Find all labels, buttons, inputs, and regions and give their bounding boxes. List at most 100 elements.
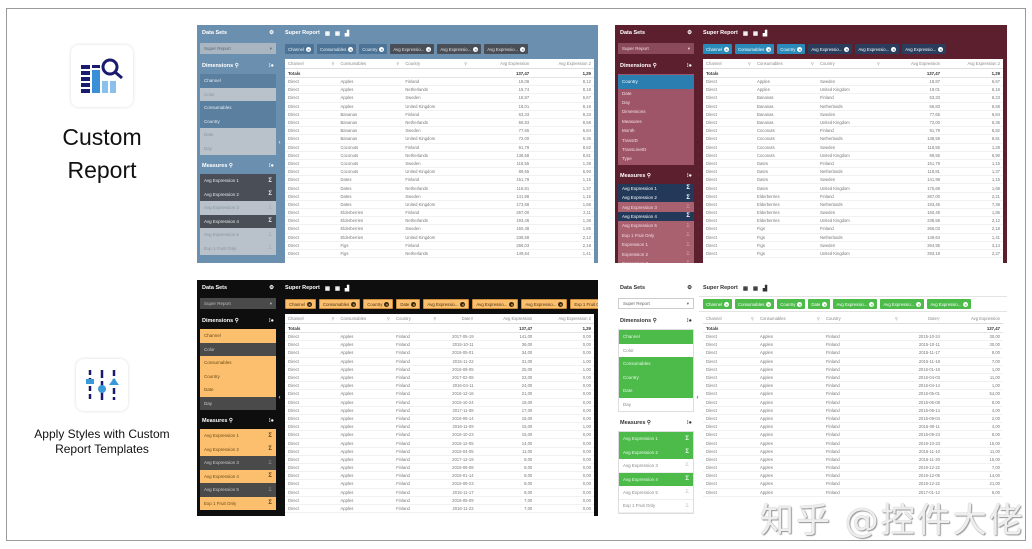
table-row[interactable]: Direct Elderberries Finland 267,00 2,21 <box>703 193 1003 201</box>
dimension-item[interactable]: TransID <box>618 135 694 145</box>
table-row[interactable]: Direct Apples Finland 2016-12-05 14,00 0,00 <box>285 439 594 448</box>
table-row[interactable]: Direct Apples Finland 2015-10-11 30,00 <box>703 341 1003 350</box>
search-icon[interactable]: ⚲ <box>227 418 233 424</box>
dimension-item[interactable]: Day <box>619 397 693 411</box>
table-row[interactable]: Direct Apples Finland 2016-05-09 7,00 0,00 <box>285 497 594 505</box>
field-chip[interactable]: Channel × <box>285 44 315 54</box>
field-settings-icon[interactable]: ⁝● <box>686 63 692 69</box>
measure-item[interactable]: Avg Expression 5 Σ <box>200 228 276 242</box>
export-icon[interactable]: ▦ <box>752 30 759 37</box>
remove-chip-icon[interactable]: × <box>384 301 390 307</box>
dimension-item[interactable]: Country <box>618 75 694 89</box>
dimension-item[interactable]: Type <box>618 154 694 164</box>
measure-item[interactable]: Avg Expression 3 Σ <box>200 456 276 470</box>
search-icon[interactable]: ⚲ <box>645 420 651 426</box>
field-chip[interactable]: Avg Expressio... × <box>390 44 435 54</box>
field-settings-icon[interactable]: ⁝● <box>268 318 274 324</box>
column-header[interactable]: Avg Expression <box>970 316 1000 321</box>
field-chip[interactable]: Avg Expressio... × <box>521 299 568 309</box>
dimension-item[interactable]: Channel <box>200 329 276 343</box>
field-chip[interactable]: Channel × <box>285 299 317 309</box>
remove-chip-icon[interactable]: × <box>916 301 922 307</box>
measure-item[interactable]: Avg Expression 3 Σ <box>619 459 693 473</box>
remove-chip-icon[interactable]: × <box>891 46 897 52</box>
measure-item[interactable]: Avg Expression 2 Σ <box>618 193 694 203</box>
search-icon[interactable]: ⚲ <box>233 318 239 324</box>
dataset-select[interactable]: Super Report ▾ <box>200 298 276 309</box>
dimension-item[interactable]: Date <box>618 88 694 98</box>
field-settings-icon[interactable]: ⁝● <box>268 418 274 424</box>
table-row[interactable]: Direct Bananas Netherlands 56,83 8,58 <box>703 103 1003 111</box>
remove-chip-icon[interactable]: × <box>306 46 312 52</box>
measure-item[interactable]: Avg Expression 4 Σ <box>200 469 276 483</box>
dimension-item[interactable]: Channel <box>200 74 276 88</box>
table-row[interactable]: Direct Apples Finland 2016-10-23 15,00 <box>703 439 1003 448</box>
table-row[interactable]: Direct Apples United Kingdom 18,01 8,16 <box>285 103 594 111</box>
field-chip[interactable]: Channel × <box>703 44 733 54</box>
table-row[interactable]: Direct Dates Sweden 141,98 1,15 <box>285 193 594 201</box>
table-row[interactable]: Direct Apples Finland 2017-11-08 17,00 0,00 <box>285 407 594 415</box>
field-chip[interactable]: Consumables × <box>319 299 361 309</box>
table-row[interactable]: Direct Coconuts United Kingdom 89,55 6,90 <box>285 168 594 177</box>
table-row[interactable]: Direct Apples Finland 2016-12-05 14,00 <box>703 472 1003 481</box>
table-row[interactable]: Direct Apples Finland 2015-11-17 8,00 0,00 <box>285 489 594 497</box>
table-row[interactable]: Direct Bananas Sweden 77,65 6,84 <box>285 127 594 136</box>
table-row[interactable]: Direct Apples Finland 2017-12-19 8,00 0,00 <box>285 456 594 464</box>
dimension-item[interactable]: Dimensions <box>618 107 694 117</box>
column-header[interactable]: Consumables <box>338 316 394 321</box>
table-row[interactable]: Direct Coconuts Finland 91,79 8,82 <box>285 144 594 152</box>
field-chip[interactable]: Consumables × <box>735 299 775 309</box>
dataset-select[interactable]: Super Report ▾ <box>618 43 694 54</box>
dimension-item[interactable]: Country <box>619 370 693 384</box>
table-row[interactable]: Direct Elderberries Finland 267,00 2,11 <box>285 209 594 218</box>
chart-view-icon[interactable]: ▟ <box>762 30 768 37</box>
remove-chip-icon[interactable]: × <box>938 46 944 52</box>
remove-chip-icon[interactable]: × <box>348 46 354 52</box>
remove-chip-icon[interactable]: × <box>307 301 313 307</box>
search-icon[interactable]: ⚲ <box>233 63 239 69</box>
measure-item[interactable]: Avg Expression 4 Σ <box>618 211 694 222</box>
remove-chip-icon[interactable]: × <box>509 301 515 307</box>
table-row[interactable]: Direct Apples Finland 2016-11-10 11,00 <box>703 448 1003 456</box>
table-row[interactable]: Direct Apples Finland 2016-04-03 11,00 <box>703 374 1003 383</box>
column-header[interactable]: Channel <box>285 61 338 66</box>
field-chip[interactable]: Avg Expressio... × <box>833 299 878 309</box>
dimension-item[interactable]: Country <box>200 369 276 383</box>
export-icon[interactable]: ▦ <box>334 285 341 292</box>
search-icon[interactable]: ⚲ <box>645 172 651 179</box>
table-row[interactable]: Direct Coconuts Sweden 118,55 1,28 <box>703 144 1003 152</box>
dimension-item[interactable]: Day <box>618 97 694 108</box>
table-row[interactable]: Direct Apples Finland 2015-10-11 36,00 0,00 <box>285 341 594 350</box>
field-chip[interactable]: Avg Expressio... × <box>472 299 519 309</box>
dimension-item[interactable]: Date <box>200 128 276 142</box>
table-row[interactable]: Direct Apples Finland 2016-06-08 8,00 0,00 <box>285 464 594 473</box>
measure-item[interactable]: Exp 1 Fruit Only Σ <box>619 499 693 513</box>
column-header[interactable]: Consumables <box>754 61 817 66</box>
table-row[interactable]: Direct Dates United Kingdom 173,68 1,68 <box>285 201 594 209</box>
column-header[interactable]: Country <box>823 316 901 321</box>
remove-chip-icon[interactable]: × <box>766 301 772 307</box>
measure-item[interactable]: Avg Expression 1 Σ <box>618 183 694 194</box>
measure-item[interactable]: Avg Expression 5 Σ <box>200 483 276 497</box>
table-row[interactable]: Direct Apples Finland 2016-05-01 54,00 <box>703 390 1003 399</box>
table-row[interactable]: Direct Apples Finland 2015-11-22 31,00 1,00 <box>285 358 594 366</box>
column-header[interactable]: Country <box>402 61 470 66</box>
field-chip[interactable]: Date × <box>808 299 831 309</box>
dataset-select[interactable]: Super Report ▾ <box>618 298 694 309</box>
table-row[interactable]: Direct Apples Finland 2015-10-24 18,00 0,00 <box>285 399 594 407</box>
measure-item[interactable]: Expression 1 Σ <box>618 239 694 250</box>
column-header[interactable]: Date <box>439 316 476 321</box>
table-row[interactable]: Direct Figs Netherlands 149,64 1,41 <box>703 234 1003 242</box>
field-settings-icon[interactable]: ⁝● <box>686 420 692 426</box>
measure-item[interactable]: Exp 1 Fruit Only Σ <box>618 230 694 240</box>
remove-chip-icon[interactable]: × <box>411 301 417 307</box>
table-row[interactable]: Direct Figs Finland 266,03 2,18 <box>285 242 594 250</box>
table-row[interactable]: Direct Apples Finland 2016-09-04 2,00 <box>703 415 1003 424</box>
table-view-icon[interactable]: ▦ <box>742 285 749 292</box>
field-chip[interactable]: Exp 1 Fruit Only× <box>570 299 598 309</box>
remove-chip-icon[interactable]: × <box>520 46 526 52</box>
table-row[interactable]: Direct Elderberries United Kingdom 238,58 2,… <box>285 234 594 242</box>
chart-view-icon[interactable]: ▟ <box>344 30 350 37</box>
table-row[interactable]: Direct Coconuts Netherlands 138,58 8,81 <box>703 135 1003 144</box>
settings-gear-icon[interactable]: ⚙ <box>687 285 692 291</box>
